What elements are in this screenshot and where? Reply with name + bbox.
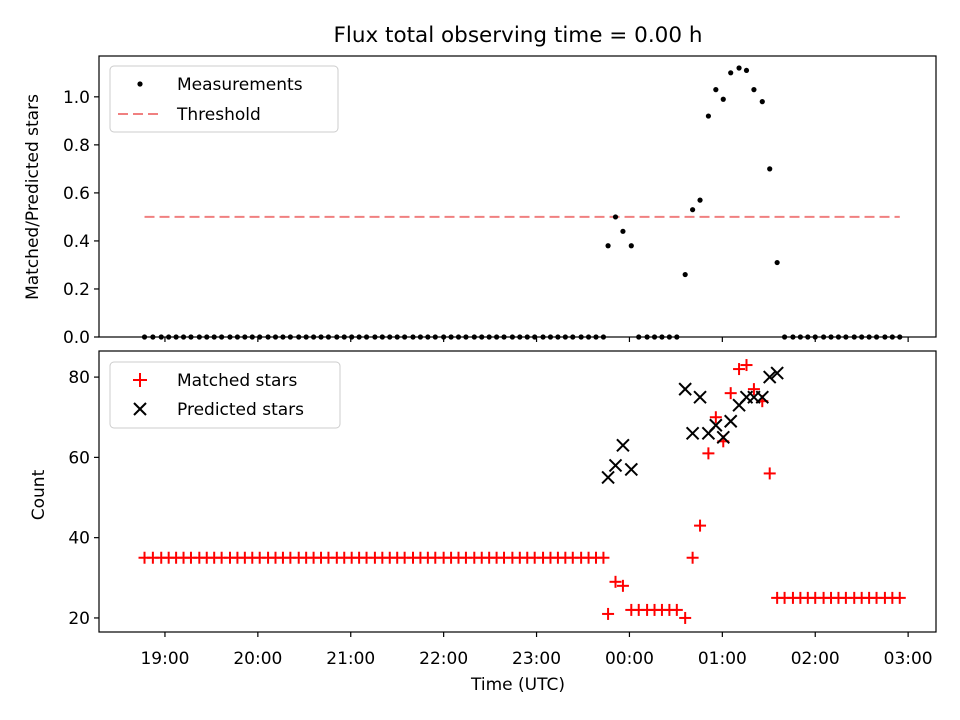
measurement-point: [743, 67, 750, 74]
matched-star-point: [609, 575, 622, 588]
predicted-stars-series: [601, 366, 784, 485]
top-panel-frame: [98, 55, 937, 338]
matched-star-point: [763, 467, 776, 480]
measurement-point: [612, 214, 619, 220]
predicted-star-point: [693, 390, 707, 404]
matched-star-point: [670, 603, 683, 616]
predicted-star-point: [678, 382, 692, 396]
y-tick-label: 0.2: [63, 280, 90, 300]
top-panel-ticks: 0.0 0.2 0.4 0.6 0.8 1.0: [63, 88, 909, 348]
top-panel: 0.0 0.2 0.4 0.6 0.8 1.0 Matched/Predicted sta…: [23, 55, 937, 348]
measurements-series: [141, 65, 903, 340]
measurement-point: [690, 207, 696, 213]
y-tick-label: 20: [68, 609, 90, 629]
y-tick-label: 60: [68, 448, 90, 468]
matched-star-point: [602, 607, 615, 620]
matched-star-point: [679, 611, 692, 624]
x-tick-label: 03:00: [884, 649, 933, 669]
predicted-star-point: [723, 414, 738, 428]
legend-threshold-label: Threshold: [176, 105, 261, 125]
x-tick-label: 21:00: [326, 649, 375, 669]
x-tick-label: 01:00: [698, 649, 747, 669]
predicted-star-point: [685, 426, 700, 440]
measurement-point: [620, 228, 626, 234]
y-tick-label: 0.6: [63, 184, 90, 204]
x-tick-label: 20:00: [233, 649, 282, 669]
predicted-star-point: [716, 430, 730, 445]
predicted-star-point: [601, 470, 615, 485]
matched-star-point: [724, 387, 737, 400]
predicted-star-point: [763, 370, 777, 384]
measurement-point: [759, 99, 765, 105]
x-tick-label: 02:00: [791, 649, 840, 669]
matched-star-point: [747, 383, 760, 396]
y-tick-label: 80: [68, 368, 90, 388]
x-tick-label: 19:00: [140, 649, 189, 669]
matched-star-point: [616, 579, 629, 592]
predicted-star-point: [770, 366, 784, 380]
legend-matched-marker: [133, 373, 147, 387]
bottom-panel: 20 40 60 80 Count Matched stars Predicted s…: [29, 350, 937, 637]
y-tick-label: 0.8: [63, 136, 90, 156]
bottom-legend-box: [109, 361, 341, 429]
top-panel-legend: Measurements Threshold: [109, 65, 339, 133]
legend-matched-label: Matched stars: [177, 371, 297, 391]
measurement-point: [751, 87, 757, 93]
x-tick-label: 22:00: [419, 649, 468, 669]
legend-measurements-label: Measurements: [177, 75, 303, 95]
measurement-point: [774, 259, 780, 266]
x-tick-label: 00:00: [605, 649, 654, 669]
bottom-panel-ticks: 20 40 60 80: [68, 368, 909, 637]
predicted-star-point: [755, 390, 769, 404]
y-tick-label: 0.4: [63, 232, 90, 252]
measurement-point: [628, 243, 634, 249]
bottom-panel-frame: [98, 350, 937, 633]
measurement-point: [682, 271, 688, 278]
top-panel-y-axis-label: Matched/Predicted stars: [23, 94, 43, 300]
matched-stars-series: [138, 359, 906, 624]
measurement-point: [713, 87, 719, 93]
top-legend-box: [109, 65, 339, 133]
measurement-point: [605, 243, 611, 249]
predicted-star-point: [624, 462, 639, 477]
matched-star-point: [740, 359, 753, 372]
y-tick-label: 40: [68, 529, 90, 549]
matched-star-point: [893, 591, 906, 604]
y-tick-label: 0.0: [63, 328, 90, 348]
matched-star-point: [702, 447, 715, 460]
matched-star-point: [733, 363, 746, 376]
x-tick-label: 23:00: [512, 649, 561, 669]
measurement-point: [705, 113, 712, 119]
x-axis-tick-labels: 19:00 20:00 21:00 22:00 23:00 00:00 01:00 02:00…: [140, 649, 932, 669]
legend-predicted-marker: [133, 402, 147, 416]
matched-star-point: [686, 551, 699, 564]
chart-title: Flux total observing time = 0.00 h: [334, 23, 703, 48]
legend-predicted-label: Predicted stars: [177, 400, 304, 420]
matched-star-point: [709, 411, 722, 424]
measurement-point: [736, 65, 742, 71]
predicted-star-point: [616, 438, 630, 453]
bottom-panel-legend: Matched stars Predicted stars: [109, 361, 341, 429]
measurement-point: [767, 166, 773, 172]
matched-star-point: [694, 519, 707, 532]
bottom-panel-y-axis-label: Count: [29, 469, 49, 520]
legend-measurements-marker: [137, 81, 143, 87]
predicted-star-point: [709, 418, 723, 432]
y-tick-label: 1.0: [63, 88, 90, 108]
measurement-point: [697, 197, 703, 203]
x-axis-label: Time (UTC): [470, 675, 565, 695]
matched-star-point: [597, 551, 610, 564]
measurement-point: [728, 70, 734, 76]
predicted-star-point: [608, 458, 623, 473]
measurement-point: [720, 96, 726, 102]
